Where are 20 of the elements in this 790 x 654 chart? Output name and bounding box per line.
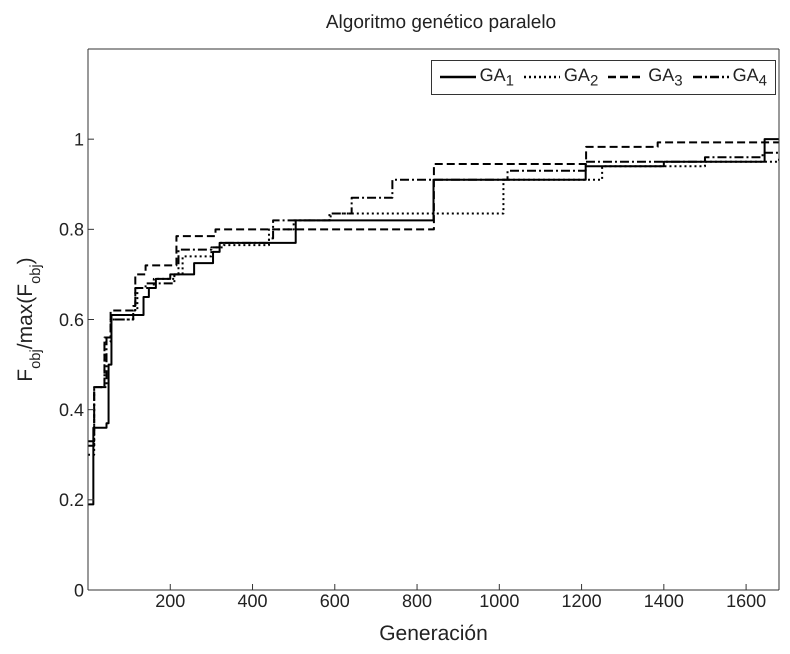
x-tick-label: 1600 <box>726 590 766 611</box>
y-tick-label: 0.2 <box>58 490 84 510</box>
x-tick-label: 800 <box>402 590 432 611</box>
chart-title: Algoritmo genético paralelo <box>324 12 558 34</box>
x-tick-label: 1400 <box>644 590 684 611</box>
x-axis-title: Generación <box>379 622 488 645</box>
x-tick-label: 1200 <box>562 590 602 611</box>
y-tick-label: 0.8 <box>58 220 84 240</box>
x-tick-label: 400 <box>238 590 268 611</box>
y-tick-label: 0 <box>74 580 84 600</box>
y-tick-label: 0.4 <box>58 400 84 420</box>
legend-label: GA$_{1}$ <box>480 65 514 90</box>
y-tick-label: 1 <box>74 130 84 150</box>
y-tick-label: 0.6 <box>58 310 84 330</box>
x-tick-label: 200 <box>155 590 186 611</box>
legend-label: GA$_{3}$ <box>648 65 683 90</box>
legend-label: GA$_{4}$ <box>732 65 767 90</box>
x-tick-label: 600 <box>320 590 350 611</box>
legend-label: GA$_{2}$ <box>564 65 598 90</box>
x-tick-label: 1000 <box>479 590 520 611</box>
